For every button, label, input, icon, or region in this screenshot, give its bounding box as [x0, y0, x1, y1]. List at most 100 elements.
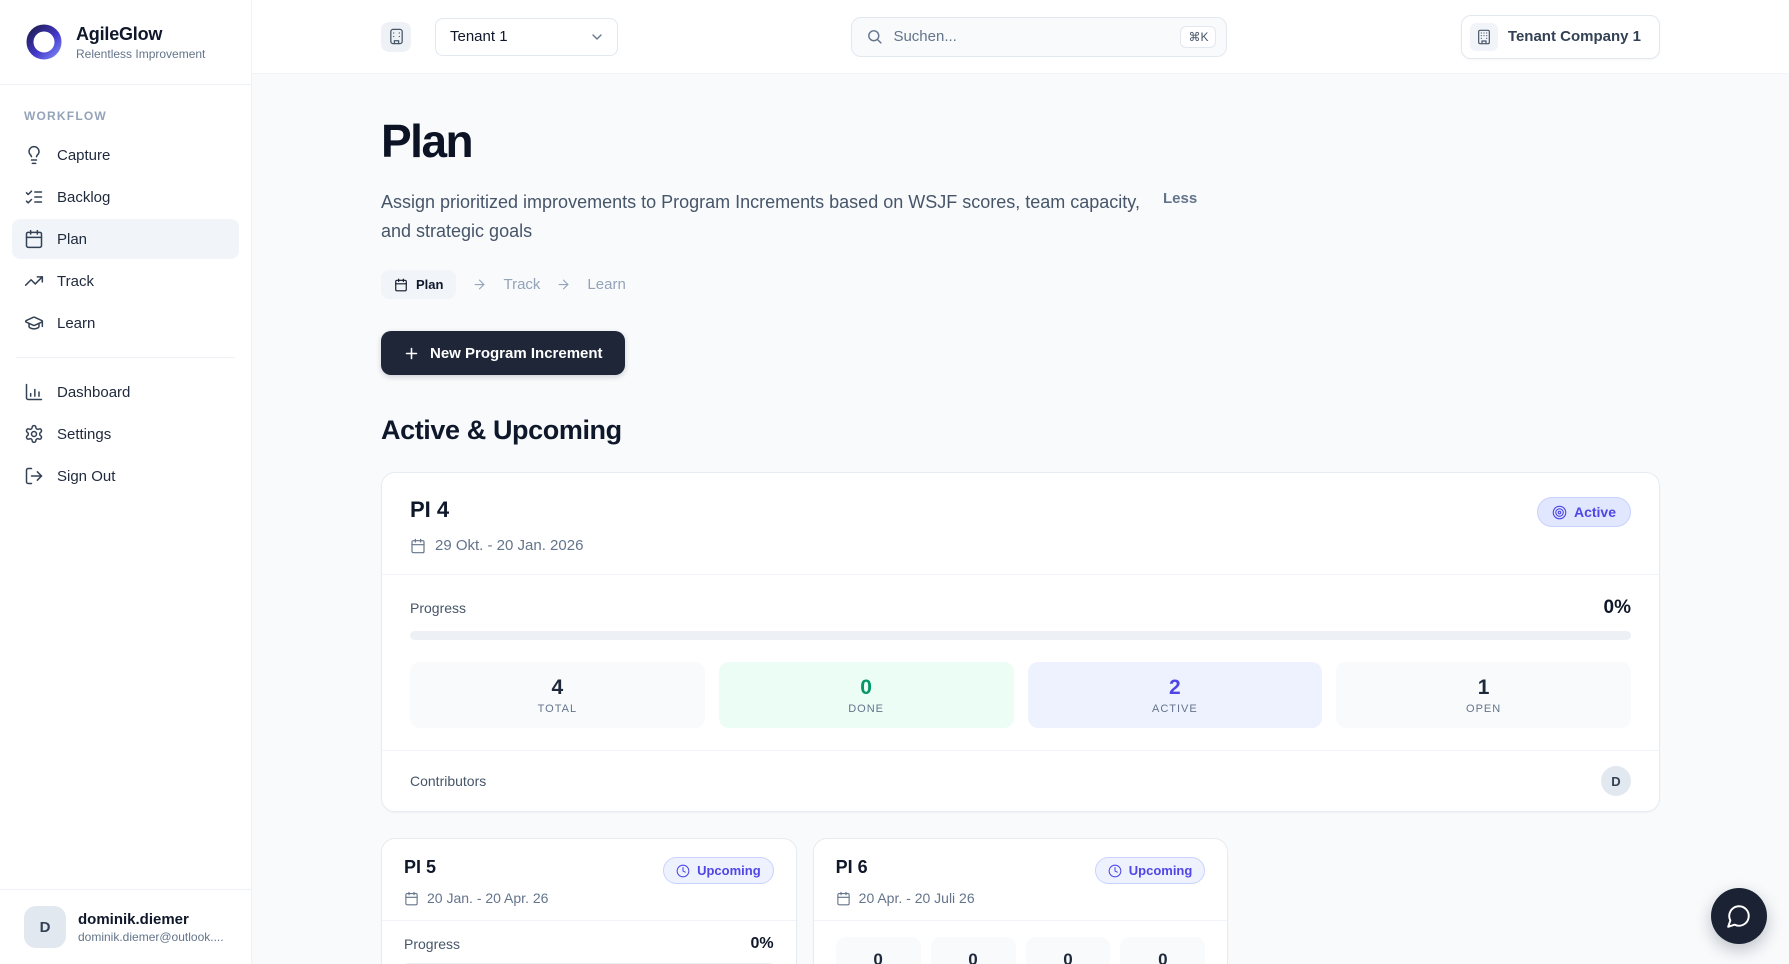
target-icon — [1552, 505, 1567, 520]
main-area: Tenant 1 ⌘K — [252, 0, 1789, 964]
status-badge-upcoming: Upcoming — [663, 857, 774, 884]
stat-tile-done: 0 DONE — [930, 937, 1016, 964]
stat-tile-open: 0 OPEN — [1120, 937, 1206, 964]
status-badge-upcoming: Upcoming — [1094, 857, 1206, 884]
empty-grid-cell — [1244, 838, 1660, 964]
arrow-right-icon — [472, 277, 487, 292]
graduation-cap-icon — [24, 313, 44, 333]
breadcrumb-step-learn[interactable]: Learn — [587, 276, 626, 293]
stat-tile-active: 2 ACTIVE — [1027, 662, 1323, 728]
chat-button[interactable] — [1711, 888, 1767, 944]
stat-tile-active: 0 ACTIVE — [1025, 937, 1111, 964]
progress-label: Progress — [410, 600, 467, 616]
calendar-icon — [836, 891, 851, 906]
pi-date-range: 20 Apr. - 20 Juli 26 — [836, 890, 975, 906]
active-upcoming-heading: Active & Upcoming — [381, 415, 622, 445]
user-name: dominik.diemer — [78, 910, 189, 928]
log-out-icon — [24, 466, 44, 486]
tenant-icon-button[interactable] — [381, 21, 411, 52]
calendar-icon — [394, 278, 408, 292]
sidebar: AgileGlow Relentless Improvement WORKFLO… — [0, 0, 252, 964]
stat-tile-done: 0 DONE — [718, 662, 1014, 728]
tenant-select[interactable]: Tenant 1 — [435, 17, 618, 56]
sidebar-item-label: Settings — [57, 425, 112, 443]
new-program-increment-button[interactable]: New Program Increment — [381, 331, 625, 375]
pi-stats: 4 TOTAL 0 DONE 2 ACTIVE — [410, 662, 1631, 728]
breadcrumb-current-plan[interactable]: Plan — [381, 270, 457, 299]
pi-card-featured[interactable]: PI 4 29 Okt. - 20 Jan. 2026 — [381, 472, 1660, 812]
breadcrumb: Plan Track Learn — [381, 270, 1660, 299]
breadcrumb-step-track[interactable]: Track — [503, 276, 541, 293]
sidebar-item-label: Dashboard — [57, 383, 131, 401]
calendar-icon — [404, 891, 419, 906]
description-less-toggle[interactable]: Less — [1163, 190, 1198, 207]
sidebar-item-label: Plan — [57, 230, 88, 248]
pi-card-pi5[interactable]: PI 5 20 Jan. - 20 Apr. 26 — [381, 838, 797, 964]
progress-bar — [410, 631, 1631, 640]
checklist-icon — [24, 187, 44, 207]
pi-name: PI 6 — [835, 857, 868, 877]
agileglow-logo-ring-icon — [24, 22, 64, 62]
sidebar-item-label: Capture — [57, 146, 111, 164]
sidebar-item-dashboard[interactable]: Dashboard — [12, 372, 239, 412]
page-title: Plan — [381, 115, 474, 167]
bar-chart-icon — [24, 382, 44, 402]
gear-icon — [24, 424, 44, 444]
plus-icon — [403, 345, 420, 362]
pi-date-range: 20 Jan. - 20 Apr. 26 — [404, 890, 548, 906]
stat-tile-total: 4 TOTAL — [410, 662, 705, 728]
brand: AgileGlow Relentless Improvement — [0, 0, 251, 85]
sidebar-user[interactable]: D dominik.diemer dominik.diemer@outlook.… — [0, 889, 251, 964]
page-content: Plan Assign prioritized improvements to … — [252, 74, 1789, 964]
company-button-label: Tenant Company 1 — [1507, 28, 1641, 45]
company-building-icon — [1469, 22, 1498, 51]
stat-tile-total: 0 TOTAL — [835, 937, 921, 964]
sidebar-item-capture[interactable]: Capture — [12, 135, 239, 175]
arrow-right-icon — [556, 277, 571, 292]
calendar-icon — [410, 538, 426, 554]
sidebar-item-backlog[interactable]: Backlog — [12, 177, 239, 217]
sidebar-section-label: WORKFLOW — [24, 109, 107, 123]
search-box: ⌘K — [851, 16, 1228, 57]
progress-label: Progress — [404, 936, 461, 952]
sidebar-item-label: Sign Out — [57, 467, 116, 485]
contributors-label: Contributors — [410, 773, 487, 789]
sidebar-item-plan[interactable]: Plan — [12, 219, 239, 259]
progress-value: 0% — [1603, 597, 1631, 618]
pi-date-range: 29 Okt. - 20 Jan. 2026 — [410, 537, 583, 554]
brand-name: AgileGlow — [76, 23, 163, 44]
upcoming-cards-grid: PI 5 20 Jan. - 20 Apr. 26 — [381, 838, 1660, 964]
clock-icon — [1108, 864, 1122, 878]
pi-name: PI 5 — [404, 857, 437, 877]
trending-up-icon — [24, 271, 44, 291]
topbar: Tenant 1 ⌘K — [252, 0, 1789, 74]
sidebar-item-label: Learn — [57, 314, 96, 332]
status-badge-active: Active — [1536, 497, 1631, 527]
sidebar-item-settings[interactable]: Settings — [12, 414, 239, 454]
tenant-select-value: Tenant 1 — [450, 28, 508, 45]
tenant-company-button[interactable]: Tenant Company 1 — [1460, 14, 1660, 59]
sidebar-item-sign-out[interactable]: Sign Out — [12, 456, 239, 496]
message-circle-icon — [1726, 903, 1752, 929]
search-input[interactable] — [893, 28, 1171, 45]
chevron-down-icon — [589, 29, 605, 45]
pi-name: PI 4 — [410, 497, 450, 522]
sidebar-item-learn[interactable]: Learn — [12, 303, 239, 343]
clock-icon — [676, 864, 690, 878]
sidebar-item-track[interactable]: Track — [12, 261, 239, 301]
search-icon — [866, 28, 883, 45]
sidebar-item-label: Backlog — [57, 188, 111, 206]
sidebar-divider — [16, 357, 235, 358]
pi-card-pi6[interactable]: PI 6 20 Apr. - 20 Juli 26 — [812, 838, 1229, 964]
lightbulb-icon — [24, 145, 44, 165]
sidebar-nav: Capture Backlog Plan Track — [0, 133, 251, 498]
calendar-icon — [24, 229, 44, 249]
building-icon — [388, 28, 405, 45]
user-avatar: D — [24, 906, 66, 948]
user-email: dominik.diemer@outlook.... — [78, 929, 224, 944]
brand-tagline: Relentless Improvement — [76, 46, 206, 61]
pi-stats: 0 TOTAL 0 DONE 0 ACTIVE — [835, 937, 1206, 964]
page-description: Assign prioritized improvements to Progr… — [381, 192, 1140, 241]
contributor-avatar: D — [1601, 766, 1631, 796]
